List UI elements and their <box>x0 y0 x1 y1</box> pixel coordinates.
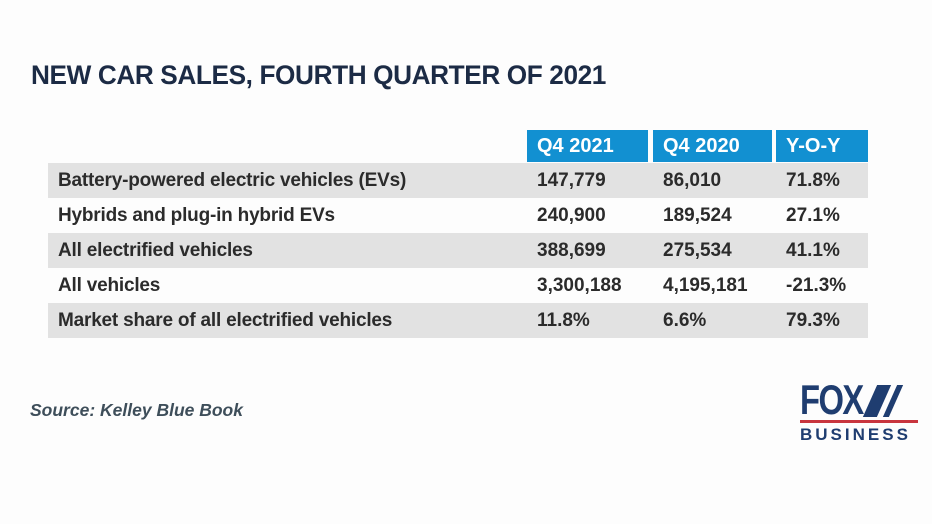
data-table: Q4 2021 Q4 2020 Y-O-Y Battery-powered el… <box>48 130 868 338</box>
column-header-yoy: Y-O-Y <box>776 130 868 162</box>
q4-2021-cell: 240,900 <box>537 205 606 226</box>
table-row: Market share of all electrified vehicles… <box>48 303 868 338</box>
fox-wordmark: FOX <box>800 376 918 423</box>
q4-2020-cell: 86,010 <box>663 170 722 191</box>
q4-2021-cell: 147,779 <box>537 170 606 191</box>
yoy-cell: 27.1% <box>786 205 840 226</box>
fox-text: FOX <box>800 376 864 423</box>
q4-2021-cell: 388,699 <box>537 240 606 261</box>
q4-2021-cell: 11.8% <box>537 310 590 331</box>
table-row: All vehicles 3,300,188 4,195,181 -21.3% <box>48 268 868 303</box>
searchlight-beams-icon <box>862 385 904 417</box>
business-text: BUSINESS <box>800 425 911 444</box>
table-header-row: Q4 2021 Q4 2020 Y-O-Y <box>48 130 868 162</box>
row-label-cell: All vehicles <box>58 275 161 296</box>
source-note: Source: Kelley Blue Book <box>30 400 243 420</box>
table-row: All electrified vehicles 388,699 275,534… <box>48 233 868 268</box>
yoy-cell: 41.1% <box>786 240 840 261</box>
q4-2020-cell: 6.6% <box>663 310 707 331</box>
column-header-q4-2021: Q4 2021 <box>527 130 648 162</box>
table-row: Hybrids and plug-in hybrid EVs 240,900 1… <box>48 198 868 233</box>
page-title: NEW CAR SALES, FOURTH QUARTER OF 2021 <box>31 60 606 90</box>
column-header-q4-2020: Q4 2020 <box>653 130 772 162</box>
q4-2021-cell: 3,300,188 <box>537 275 622 296</box>
q4-2020-cell: 4,195,181 <box>663 275 748 296</box>
header-spacer <box>48 130 527 162</box>
logo-red-rule <box>800 420 918 423</box>
row-label-cell: Battery-powered electric vehicles (EVs) <box>58 170 407 191</box>
row-label-cell: All electrified vehicles <box>58 240 253 261</box>
yoy-cell: 71.8% <box>786 170 840 191</box>
yoy-cell: 79.3% <box>786 310 840 331</box>
yoy-cell: -21.3% <box>786 275 847 296</box>
q4-2020-cell: 189,524 <box>663 205 732 226</box>
row-label-cell: Hybrids and plug-in hybrid EVs <box>58 205 335 226</box>
row-label-cell: Market share of all electrified vehicles <box>58 310 393 331</box>
table-row: Battery-powered electric vehicles (EVs) … <box>48 163 868 198</box>
fox-business-logo: FOX BUSINESS <box>800 376 918 445</box>
q4-2020-cell: 275,534 <box>663 240 732 261</box>
